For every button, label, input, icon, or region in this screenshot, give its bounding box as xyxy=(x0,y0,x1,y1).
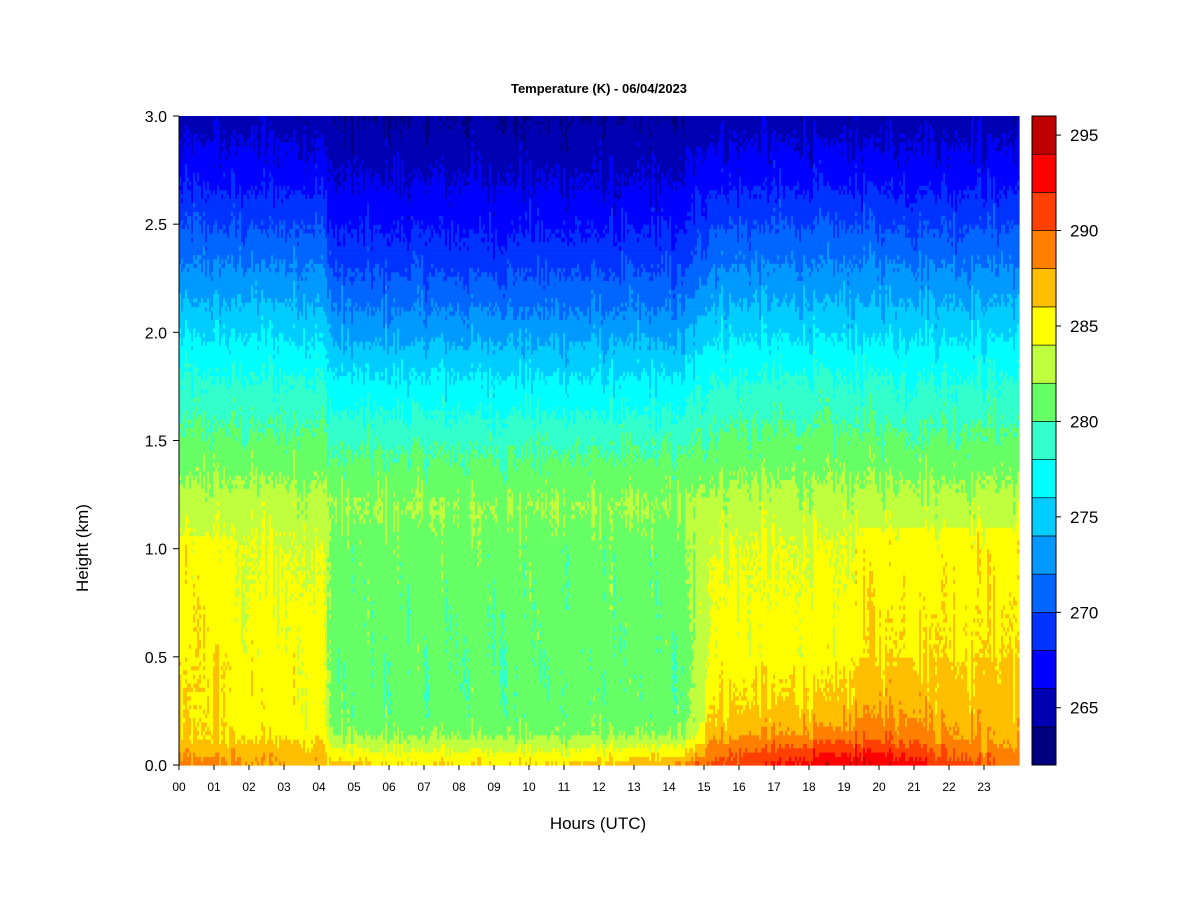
plot-area xyxy=(179,116,1020,766)
chart-title: Temperature (K) - 06/04/2023 xyxy=(511,81,687,96)
